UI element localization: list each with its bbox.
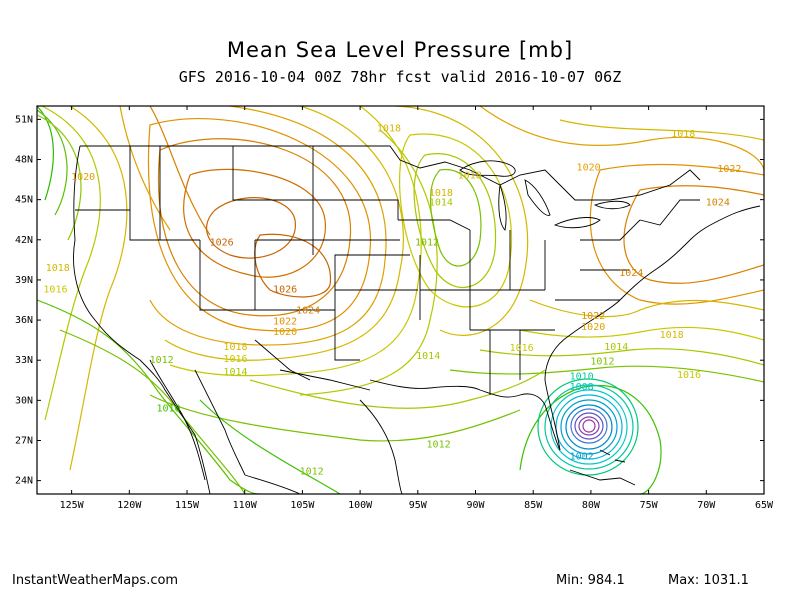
contour-label: 1018	[377, 124, 401, 135]
latitude-axis: 51N 48N 45N 42N 39N 36N 33N 30N 27N 24N	[15, 114, 764, 487]
lat-tick-label: 48N	[15, 155, 33, 166]
contour-label: 1018	[223, 342, 247, 353]
lat-tick-label: 45N	[15, 195, 33, 206]
contour-label: 1020	[581, 322, 605, 333]
contour-label: 1014	[604, 342, 628, 353]
contour-label: 1012	[150, 355, 174, 366]
contour-label: 1010	[157, 403, 181, 414]
contour-label: 1026	[273, 284, 297, 295]
contour-label: 1016	[43, 284, 67, 295]
lon-tick-label: 125W	[60, 500, 85, 511]
contour-label: 1012	[427, 439, 451, 450]
lat-tick-label: 39N	[15, 275, 33, 286]
contour-label: 1014	[416, 351, 440, 362]
contour-label: 1018	[660, 330, 684, 341]
lon-tick-label: 90W	[466, 500, 485, 511]
lon-tick-label: 105W	[290, 500, 315, 511]
contour-label: 1018	[458, 171, 482, 182]
lat-tick-label: 42N	[15, 235, 33, 246]
lat-tick-label: 33N	[15, 355, 33, 366]
lon-tick-label: 65W	[755, 500, 774, 511]
contour-label: 1002	[570, 452, 594, 463]
contour-label: 1010	[570, 371, 594, 382]
contour-label: 1024	[619, 268, 643, 279]
political-boundaries	[73, 145, 761, 494]
lat-tick-label: 27N	[15, 435, 33, 446]
contour-label: 1018	[46, 263, 70, 274]
contour-label: 1022	[717, 164, 741, 175]
hurricane-low-rings	[519, 378, 662, 494]
contour-label: 1018	[671, 129, 695, 140]
contour-label: 1020	[577, 163, 601, 174]
map-title: Mean Sea Level Pressure [mb]	[226, 38, 574, 62]
contour-label: 1022	[581, 311, 605, 322]
lat-tick-label: 24N	[15, 476, 33, 487]
lon-tick-label: 95W	[409, 500, 428, 511]
contour-label: 1016	[677, 370, 701, 381]
min-value: Min: 984.1	[556, 573, 625, 588]
map-frame	[36, 105, 765, 495]
contour-label: 1016	[223, 354, 247, 365]
lon-tick-label: 75W	[640, 500, 659, 511]
lon-tick-label: 80W	[582, 500, 601, 511]
map-subtitle: GFS 2016-10-04 00Z 78hr fcst valid 2016-…	[178, 68, 622, 86]
contour-label: 1022	[273, 316, 297, 327]
contour-label: 1024	[296, 306, 320, 317]
lon-tick-label: 85W	[524, 500, 543, 511]
lat-tick-label: 36N	[15, 315, 33, 326]
max-value: Max: 1031.1	[668, 573, 749, 588]
lon-tick-label: 115W	[175, 500, 200, 511]
contour-label: 1020	[273, 327, 297, 338]
contour-label: 1020	[71, 172, 95, 183]
lon-tick-label: 100W	[348, 500, 373, 511]
lat-tick-label: 30N	[15, 395, 33, 406]
lon-tick-label: 120W	[117, 500, 142, 511]
lat-tick-label: 51N	[15, 114, 33, 125]
contour-label: 1024	[706, 197, 730, 208]
longitude-axis: 125W 120W 115W 110W 105W 100W 95W 90W 85W 80W 75W 7…	[60, 106, 774, 511]
contour-label: 1012	[590, 357, 614, 368]
contour-label: 1012	[415, 237, 439, 248]
lon-tick-label: 110W	[233, 500, 258, 511]
contour-label: 1014	[429, 197, 453, 208]
contour-label: 1012	[300, 466, 324, 477]
site-credit: InstantWeatherMaps.com	[12, 573, 179, 588]
isobar-contours	[37, 106, 764, 494]
contour-label: 1026	[210, 237, 234, 248]
contour-label: 1018	[429, 188, 453, 199]
contour-label: 1014	[223, 367, 247, 378]
contour-label: 1016	[510, 343, 534, 354]
contour-label: 1008	[570, 382, 594, 393]
lon-tick-label: 70W	[697, 500, 716, 511]
